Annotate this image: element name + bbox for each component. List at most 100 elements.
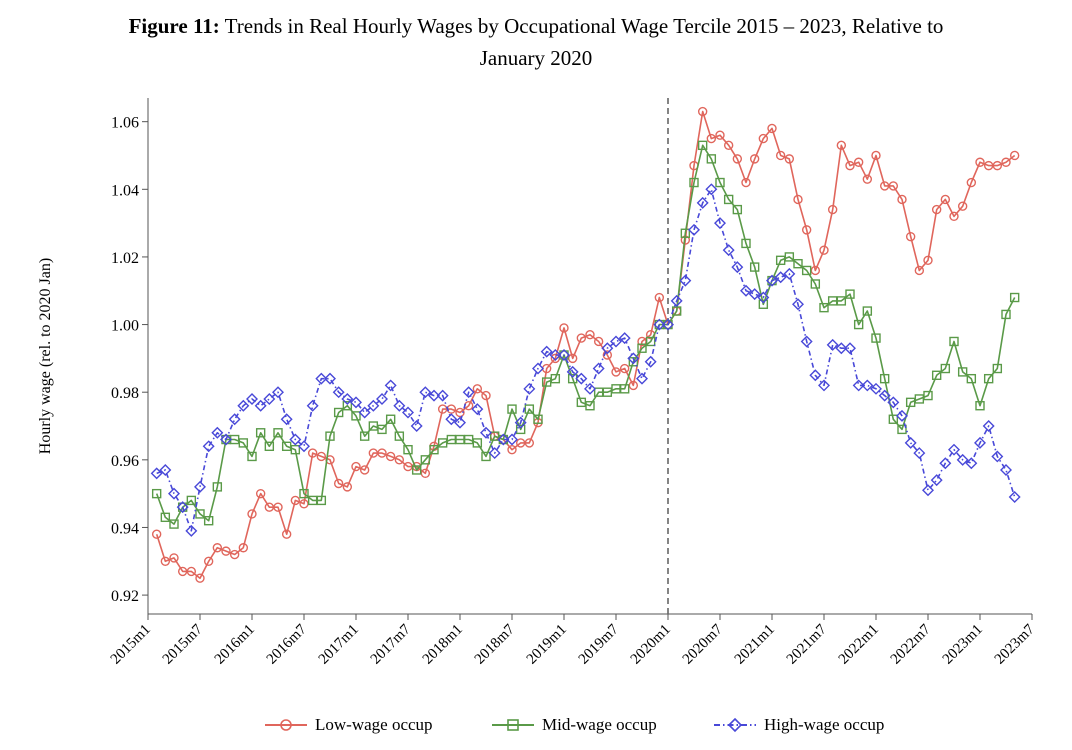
data-point [740, 284, 752, 297]
data-point [819, 302, 829, 313]
data-point [810, 279, 821, 289]
data-point [741, 177, 751, 188]
data-point [949, 211, 959, 222]
y-tick-label: 0.96 [111, 453, 139, 470]
data-point [610, 335, 622, 348]
x-tick-label: 2017m7 [368, 621, 414, 667]
y-tick-label: 1.06 [111, 115, 139, 132]
data-point [767, 275, 777, 286]
data-point [168, 487, 180, 500]
data-point [524, 438, 535, 448]
data-point [255, 428, 266, 438]
data-point [862, 174, 873, 184]
series-square [151, 140, 1020, 529]
data-point [488, 447, 501, 460]
series-line [156, 188, 1016, 532]
data-point [940, 194, 951, 205]
data-point [748, 288, 761, 301]
data-point [514, 416, 527, 429]
data-point [992, 363, 1003, 374]
data-point [177, 502, 188, 512]
x-tick-label: 2019m7 [576, 621, 622, 667]
data-point [888, 414, 899, 424]
data-point [237, 399, 250, 412]
y-tick-label: 0.92 [111, 588, 139, 605]
data-point [307, 448, 318, 458]
data-point [836, 140, 847, 151]
data-point [965, 457, 978, 470]
data-point [767, 123, 777, 134]
data-point [176, 501, 189, 514]
data-point [472, 384, 483, 394]
legend-item-mid: Mid-wage occup [490, 712, 657, 738]
x-tick-label: 2019m1 [524, 622, 570, 668]
legend-item-high: High-wage occup [712, 712, 884, 738]
data-point [715, 130, 725, 140]
data-point [741, 238, 751, 249]
data-point [358, 406, 371, 419]
figure-label: Figure 11: [128, 14, 220, 38]
data-point [758, 299, 769, 309]
data-point [835, 342, 848, 355]
data-point [315, 372, 328, 385]
data-point [897, 194, 907, 205]
data-point [758, 133, 769, 144]
data-point [654, 292, 665, 303]
data-point [732, 204, 743, 215]
data-point [540, 345, 553, 358]
data-point [627, 352, 640, 365]
title-line-1: Figure 11: Trends in Real Hourly Wages b… [0, 10, 1072, 42]
data-point [472, 438, 483, 448]
data-point [845, 289, 855, 299]
data-point [853, 157, 864, 167]
data-point [332, 386, 345, 399]
data-point [975, 157, 985, 167]
data-point [524, 404, 535, 414]
legend-label-high: High-wage occup [764, 715, 885, 734]
data-point [592, 362, 605, 375]
x-tick-label: 2015m7 [160, 621, 206, 667]
data-point [723, 140, 734, 151]
data-point [342, 482, 353, 492]
data-point [757, 291, 770, 304]
data-point [585, 330, 595, 340]
data-point [169, 553, 179, 563]
data-point [264, 441, 275, 452]
y-tick-label: 1.04 [111, 182, 139, 199]
data-point [273, 428, 283, 438]
data-point [1001, 309, 1011, 320]
data-point [151, 488, 162, 499]
data-point [280, 413, 293, 426]
title-text: Trends in Real Hourly Wages by Occupatio… [224, 14, 944, 38]
x-tick-label: 2018m7 [472, 621, 518, 667]
data-point [801, 225, 812, 235]
data-point [939, 457, 952, 470]
data-point [792, 298, 804, 311]
data-point [611, 367, 621, 377]
data-point [793, 258, 803, 269]
data-point [507, 404, 517, 414]
data-point [836, 296, 847, 306]
data-point [800, 335, 813, 348]
data-point [281, 529, 292, 539]
legend-swatch-high [714, 717, 756, 733]
data-point [983, 373, 994, 384]
data-point [948, 443, 960, 456]
data-point [957, 201, 968, 211]
data-point [897, 424, 907, 435]
data-point [150, 467, 163, 480]
x-tick-label: 2021m7 [784, 621, 830, 667]
data-point [211, 426, 224, 439]
data-point [706, 133, 717, 144]
data-point [1009, 150, 1020, 161]
data-point [923, 255, 933, 266]
data-point [749, 262, 760, 272]
data-point [844, 342, 856, 355]
data-point [238, 438, 249, 448]
data-point [254, 399, 267, 412]
data-point [904, 436, 917, 449]
data-point [290, 495, 301, 506]
data-point [228, 413, 241, 426]
data-point [550, 373, 561, 384]
legend-swatch-mid [492, 719, 534, 731]
